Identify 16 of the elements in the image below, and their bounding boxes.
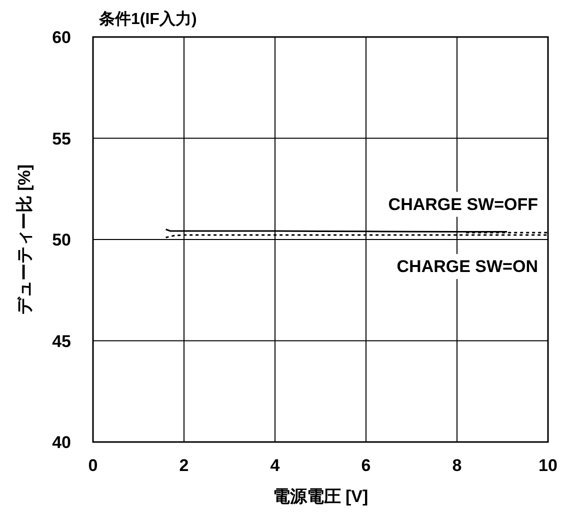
x-tick-label: 4 [270,456,280,475]
y-tick-label: 40 [52,433,71,452]
x-axis-title: 電源電圧 [V] [272,487,368,506]
y-tick-label: 60 [52,28,71,47]
x-tick-label: 0 [88,456,98,475]
y-tick-label: 50 [52,230,71,250]
y-tick-label: 45 [52,332,71,351]
y-axis-title: デューティー比 [%] [15,164,34,315]
x-tick-label: 6 [361,456,371,475]
series-label: CHARGE SW=ON [396,257,538,276]
x-tick-label: 8 [452,456,462,475]
x-tick-label: 10 [538,456,558,475]
x-tick-label: 2 [179,456,189,475]
series-label: CHARGE SW=OFF [388,194,538,214]
chart-title: 条件1(IF入力) [98,10,197,28]
y-tick-label: 55 [52,129,71,148]
